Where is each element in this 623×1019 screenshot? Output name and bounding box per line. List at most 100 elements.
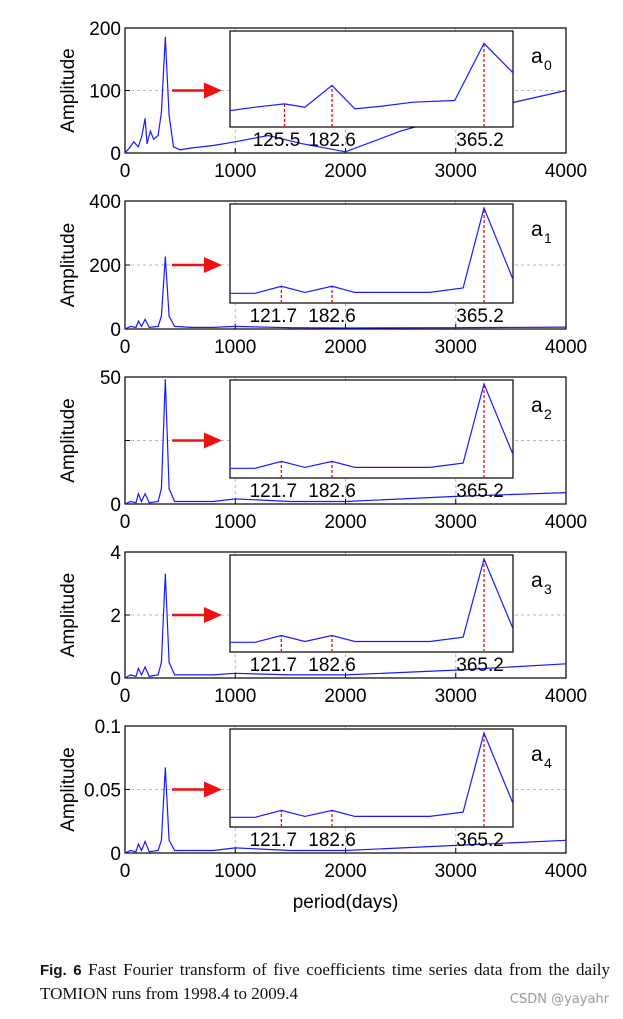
x-tick-label: 3000 xyxy=(435,861,477,882)
series-point xyxy=(455,669,457,671)
panel-label-subscript: 0 xyxy=(544,57,552,73)
series-point xyxy=(174,674,176,676)
x-tick-label: 3000 xyxy=(435,512,477,533)
x-tick-label: 2000 xyxy=(324,512,366,533)
caption-text: Fast Fourier transform of five coefficie… xyxy=(40,960,611,1003)
series-point xyxy=(344,327,347,329)
inset-frame xyxy=(229,203,514,304)
panel-3: 0 1000 2000 3000 4000 0 2 4 Amplitude 121.7 182.6 3… xyxy=(58,543,587,707)
series-point xyxy=(234,325,236,328)
y-axis-label: Amplitude xyxy=(58,747,79,832)
series-point xyxy=(133,141,135,143)
inset-peak-label: 121.7 xyxy=(250,481,298,502)
y-tick-label: 200 xyxy=(89,19,121,40)
series-point xyxy=(174,849,176,852)
inset-series-line xyxy=(230,731,514,818)
inset-peak-label: 182.6 xyxy=(308,655,356,676)
x-tick-label: 1000 xyxy=(214,861,256,882)
y-tick-label: 0 xyxy=(110,495,121,516)
series-point xyxy=(148,502,150,504)
series-point xyxy=(455,495,457,497)
series-point xyxy=(140,325,143,328)
y-tick-label: 4 xyxy=(110,543,121,564)
series-point xyxy=(168,839,170,841)
series-point xyxy=(174,325,176,328)
series-point xyxy=(190,326,192,328)
series-point xyxy=(234,847,236,849)
x-tick-label: 3000 xyxy=(435,337,477,358)
series-point xyxy=(212,500,214,503)
x-tick-label: 0 xyxy=(120,337,131,358)
series-point xyxy=(140,136,143,138)
series-point xyxy=(144,118,146,120)
series-point xyxy=(164,573,166,575)
series-point xyxy=(153,138,155,140)
panel-1: 0 1000 2000 3000 4000 0 200 400 Amplitude 121.7 18… xyxy=(58,192,587,358)
series-point xyxy=(129,849,132,852)
series-point xyxy=(455,327,457,329)
series-point xyxy=(455,844,457,846)
x-tick-label: 1000 xyxy=(214,686,256,707)
series-point xyxy=(234,141,236,143)
y-tick-label: 200 xyxy=(89,256,121,277)
series-point xyxy=(168,114,170,117)
x-tick-label: 0 xyxy=(120,512,131,533)
series-point xyxy=(164,767,166,769)
series-point xyxy=(157,134,159,137)
series-point xyxy=(300,143,302,145)
arrow-head xyxy=(204,607,222,623)
panel-2: 0 1000 2000 3000 4000 0 50 Amplitude 121.7 182.6 3… xyxy=(58,368,587,533)
series-point xyxy=(160,315,162,317)
x-tick-label: 4000 xyxy=(545,337,587,358)
x-tick-label: 1000 xyxy=(214,337,256,358)
panel-label-subscript: 3 xyxy=(544,581,552,597)
series-point xyxy=(565,89,567,92)
inset-peak-label: 365.2 xyxy=(456,130,504,151)
series-point xyxy=(164,378,166,381)
panel-label: a xyxy=(531,394,543,417)
inset-peak-label: 125.5 xyxy=(253,130,301,151)
y-tick-label: 2 xyxy=(110,606,121,627)
series-point xyxy=(565,663,567,665)
series-point xyxy=(124,328,126,330)
panel-label-subscript: 4 xyxy=(544,755,552,771)
series-point xyxy=(149,130,151,132)
series-point xyxy=(190,674,192,676)
figure-caption: Fig. 6 Fast Fourier transform of five co… xyxy=(40,958,610,1005)
series-point xyxy=(212,849,214,852)
series-point xyxy=(157,674,159,676)
inset-peak-label: 365.2 xyxy=(456,481,504,502)
series-point xyxy=(129,674,132,676)
series-point xyxy=(160,488,162,490)
series-point xyxy=(234,672,236,674)
series-point xyxy=(190,500,192,503)
y-tick-label: 50 xyxy=(100,368,121,389)
series-point xyxy=(289,674,291,676)
series-point xyxy=(124,152,126,154)
inset-peak-label: 365.2 xyxy=(456,306,504,327)
series-point xyxy=(124,677,126,679)
panel-4: 0 1000 2000 3000 4000 0 0.05 0.1 Amplitude 121.7 1… xyxy=(58,717,587,913)
series-point xyxy=(157,325,159,328)
series-point xyxy=(212,326,214,328)
arrow-head xyxy=(204,432,222,449)
x-tick-label: 4000 xyxy=(545,686,587,707)
arrow-head xyxy=(204,82,222,99)
series-point xyxy=(124,852,126,854)
series-point xyxy=(168,315,170,317)
inset-peak-label: 182.6 xyxy=(308,481,356,502)
series-point xyxy=(190,849,192,852)
y-tick-label: 0 xyxy=(110,844,121,865)
x-tick-label: 3000 xyxy=(435,161,477,182)
x-tick-label: 0 xyxy=(120,161,131,182)
series-point xyxy=(144,493,146,495)
inset-peak-label: 121.7 xyxy=(250,655,298,676)
series-point xyxy=(267,134,269,137)
x-tick-label: 2000 xyxy=(324,337,366,358)
x-axis-label: period(days) xyxy=(293,892,399,913)
series-point xyxy=(140,500,143,503)
series-point xyxy=(144,318,146,320)
series-point xyxy=(234,498,236,500)
series-point xyxy=(148,851,150,853)
inset-peak-label: 182.6 xyxy=(308,830,356,851)
